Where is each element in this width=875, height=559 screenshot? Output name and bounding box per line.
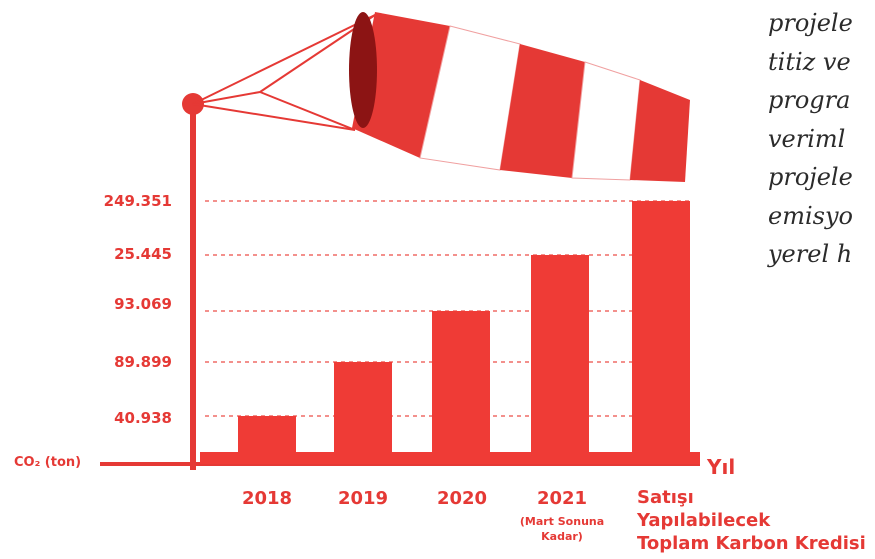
category-note-2021: (Mart Sonuna Kadar) — [519, 515, 605, 543]
bar-2019 — [334, 362, 392, 452]
paragraph-line: projele — [768, 163, 853, 191]
tick-label: 89.899 — [114, 353, 172, 371]
total-label-line: Toplam Karbon Kredisi — [637, 533, 866, 554]
bar-2021 — [531, 255, 589, 452]
paragraph-line: yerel h — [768, 240, 853, 268]
category-label-2019: 2019 — [337, 488, 389, 509]
side-paragraph: projele titiz ve progra veriml projele e… — [768, 4, 853, 274]
baseline-band — [200, 452, 700, 464]
tick-label: 40.938 — [114, 409, 172, 427]
category-label-2020: 2020 — [436, 488, 488, 509]
bar-2020 — [432, 311, 490, 452]
tick-label: 249.351 — [103, 192, 172, 210]
paragraph-line: projele — [768, 9, 853, 37]
category-label-2021: 2021 — [536, 488, 588, 509]
total-label-line: Yapılabilecek — [637, 510, 771, 531]
paragraph-line: emisyo — [768, 201, 853, 230]
bars — [238, 201, 690, 452]
paragraph-line: titiz ve — [768, 47, 851, 76]
category-label-2018: 2018 — [241, 488, 293, 509]
paragraph-line: progra — [768, 86, 851, 114]
windsock-icon — [182, 12, 690, 470]
paragraph-line: veriml — [768, 124, 846, 153]
total-label-line: Satışı — [637, 487, 694, 508]
tick-label: 25.445 — [114, 245, 172, 263]
bar-2018 — [238, 416, 296, 452]
total-credit-label: Satışı Yapılabilecek Toplam Karbon Kredi… — [637, 486, 866, 555]
x-axis-label: Yıl — [707, 455, 736, 479]
tick-label: 93.069 — [114, 295, 172, 313]
y-axis-label: CO₂ (ton) — [14, 455, 82, 470]
bar-total-credit — [632, 201, 690, 452]
